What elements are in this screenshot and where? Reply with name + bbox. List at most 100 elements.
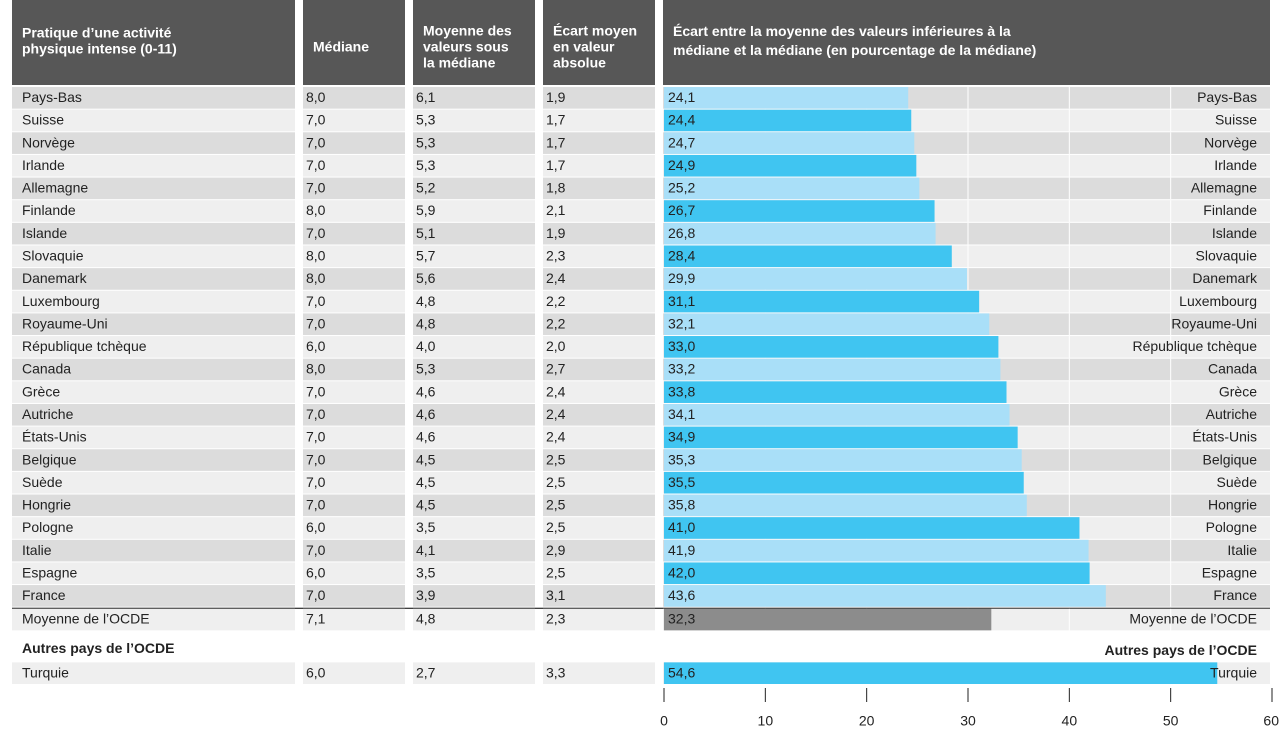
table-cell: 4,5: [416, 474, 436, 490]
row-bg: [543, 539, 655, 562]
bar: [664, 426, 1018, 449]
table-cell: 6,1: [416, 89, 436, 105]
table-cell: 3,1: [546, 587, 566, 603]
table-cell: 7,0: [306, 315, 326, 331]
x-tick-label: 50: [1163, 713, 1179, 729]
row-bg: [543, 268, 655, 290]
row-bg: [303, 662, 405, 684]
country-right: Danemark: [1192, 270, 1258, 286]
table-cell: 1,7: [546, 134, 566, 150]
row-bg: [413, 381, 535, 403]
header-cell: [303, 0, 405, 85]
table-cell: 1,9: [546, 89, 566, 105]
row-bg: [413, 539, 535, 562]
header-text: en valeur: [553, 39, 615, 55]
row-bg: [12, 494, 295, 517]
row-bg: [413, 494, 535, 517]
header-text: la médiane: [423, 55, 496, 71]
table-cell: 4,5: [416, 451, 436, 467]
table-cell: 4,8: [416, 611, 436, 627]
country: Espagne: [22, 564, 77, 580]
country-right: Autriche: [1206, 406, 1258, 422]
section-heading: Autres pays de l’OCDE: [1105, 642, 1258, 658]
x-tick-label: 40: [1062, 713, 1078, 729]
value-label: 54,6: [668, 664, 695, 680]
table-cell: 7,0: [306, 225, 326, 241]
row-bg: [12, 381, 295, 403]
country: Allemagne: [22, 180, 88, 196]
table-cell: 2,3: [546, 611, 566, 627]
table-cell: 5,2: [416, 180, 436, 196]
bar: [664, 87, 909, 109]
row-bg: [303, 313, 405, 336]
table-cell: 4,6: [416, 429, 436, 445]
row-bg: [303, 87, 405, 109]
value-label: 35,3: [668, 451, 695, 467]
country: Slovaquie: [22, 248, 84, 264]
bar: [664, 494, 1027, 517]
row-bg: [303, 585, 405, 607]
row-bg: [303, 222, 405, 245]
country-right: Hongrie: [1208, 497, 1257, 513]
row-bg: [543, 562, 655, 585]
country-right: Luxembourg: [1179, 293, 1257, 309]
value-label: 24,7: [668, 134, 695, 150]
country: France: [22, 587, 66, 603]
table-cell: 4,6: [416, 383, 436, 399]
value-label: 24,4: [668, 112, 695, 128]
country-right: États-Unis: [1192, 429, 1257, 445]
bar: [664, 403, 1010, 426]
chart-title: Écart entre la moyenne des valeurs infér…: [673, 23, 1011, 39]
table-cell: 5,3: [416, 361, 436, 377]
bar: [664, 268, 967, 290]
country-right: Suisse: [1215, 112, 1257, 128]
table-cell: 2,1: [546, 202, 566, 218]
row-bg: [12, 245, 295, 268]
row-bg: [303, 245, 405, 268]
header-cell: [12, 0, 295, 85]
row-bg: [12, 403, 295, 426]
bar: [664, 132, 915, 154]
country: Royaume-Uni: [22, 315, 108, 331]
country: Grèce: [22, 383, 60, 399]
table-cell: 1,7: [546, 157, 566, 173]
row-bg: [413, 608, 535, 631]
table-cell: 6,0: [306, 519, 326, 535]
country: République tchèque: [22, 338, 147, 354]
row-bg: [543, 471, 655, 494]
table-cell: 3,5: [416, 519, 436, 535]
row-bg: [12, 290, 295, 313]
row-bg: [543, 154, 655, 177]
table-cell: 2,5: [546, 451, 566, 467]
country: Suède: [22, 474, 63, 490]
table-cell: 7,1: [306, 611, 326, 627]
row-bg: [543, 608, 655, 631]
table-cell: 2,5: [546, 564, 566, 580]
value-label: 32,3: [668, 611, 695, 627]
row-bg: [12, 313, 295, 336]
table-cell: 7,0: [306, 112, 326, 128]
table-cell: 6,0: [306, 664, 326, 680]
country-right: Irlande: [1214, 157, 1257, 173]
row-bg: [543, 290, 655, 313]
row-bg: [543, 381, 655, 403]
table-cell: 5,3: [416, 112, 436, 128]
table-cell: 7,0: [306, 497, 326, 513]
table-cell: 2,4: [546, 429, 566, 445]
bar: [664, 245, 952, 268]
value-label: 25,2: [668, 180, 695, 196]
bar: [664, 336, 999, 358]
row-bg: [413, 585, 535, 607]
x-tick-label: 20: [859, 713, 875, 729]
header-text: Écart moyen: [553, 23, 637, 39]
row-bg: [12, 177, 295, 200]
country-right: Suède: [1217, 474, 1258, 490]
country-right: Slovaquie: [1196, 248, 1258, 264]
bar: [664, 471, 1024, 494]
country-right: Norvège: [1204, 134, 1257, 150]
row-bg: [543, 494, 655, 517]
row-bg: [413, 87, 535, 109]
country: Islande: [22, 225, 67, 241]
table-cell: 4,5: [416, 497, 436, 513]
